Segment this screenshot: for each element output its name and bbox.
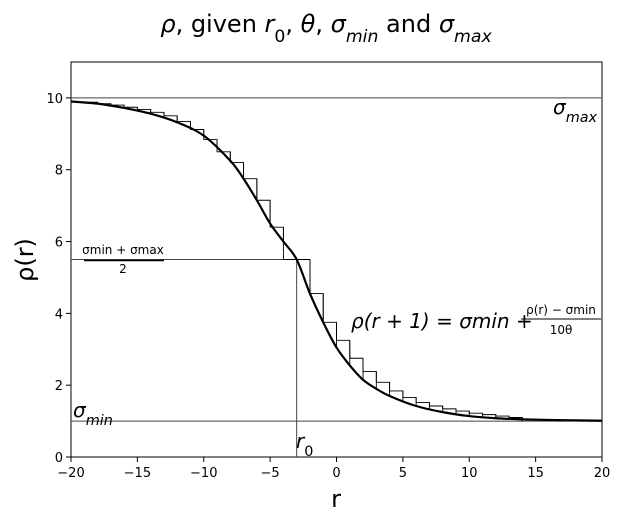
y-tick-label: 8	[55, 164, 63, 179]
reference-lines	[71, 97, 602, 457]
y-tick-label: 0	[55, 451, 63, 466]
x-tick-label: −5	[261, 466, 280, 481]
chart-title: ρ, given r0, θ, σmin and σmax	[160, 10, 492, 47]
y-axis-ticks: 0 2 4 6 8 10	[46, 92, 71, 466]
y-tick-label: 4	[55, 307, 63, 322]
r0-annotation: r0	[296, 429, 313, 460]
recurrence-numerator: ρ(r) − σmin	[526, 303, 596, 317]
x-tick-label: −20	[57, 466, 84, 481]
x-tick-label: 20	[594, 466, 611, 481]
x-tick-label: −10	[190, 466, 217, 481]
midpoint-annotation: σmin + σmax 2	[82, 243, 164, 276]
x-tick-label: 10	[461, 466, 478, 481]
recurrence-denominator: 10θ	[550, 323, 573, 337]
x-tick-label: 0	[332, 466, 340, 481]
x-tick-label: −15	[124, 466, 151, 481]
x-axis-label: r	[331, 485, 341, 513]
y-tick-label: 2	[55, 379, 63, 394]
x-tick-label: 15	[527, 466, 544, 481]
x-axis-ticks: −20 −15 −10 −5 0 5 10 15 20	[57, 457, 610, 481]
y-tick-label: 10	[46, 92, 63, 107]
sigmoid-curve	[70, 100, 603, 422]
recurrence-annotation: ρ(r + 1) = σmin + ρ(r) − σmin 10θ	[351, 303, 601, 337]
midpoint-denominator: 2	[119, 262, 127, 276]
y-tick-label: 6	[55, 236, 63, 251]
sigma-min-annotation: σmin	[73, 398, 113, 429]
step-series	[84, 101, 523, 422]
recurrence-lhs: ρ(r + 1) = σmin +	[351, 309, 533, 333]
sigma-max-annotation: σmax	[553, 95, 598, 126]
y-axis-label: ρ(r)	[11, 238, 39, 282]
x-tick-label: 5	[399, 466, 407, 481]
midpoint-numerator: σmin + σmax	[82, 243, 164, 257]
